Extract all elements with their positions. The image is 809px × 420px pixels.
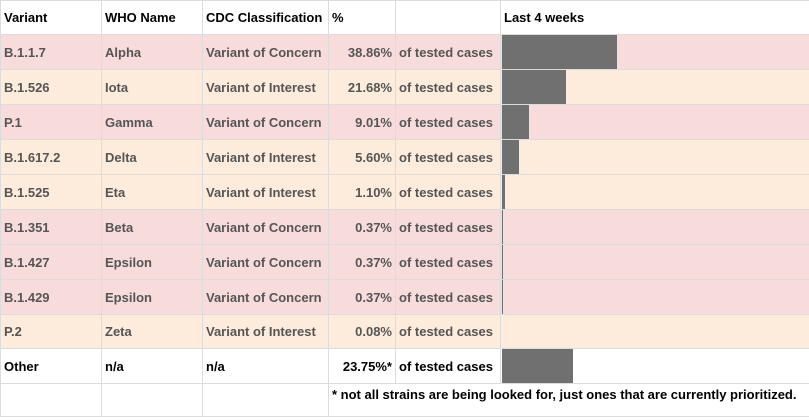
cell-who-name: Iota — [101, 69, 203, 105]
cell-variant: P.2 — [0, 314, 102, 349]
table-header-row: Variant WHO Name CDC Classification % La… — [0, 0, 809, 35]
cell-variant: B.1.525 — [0, 174, 102, 210]
table-row: B.1.429 Epsilon Variant of Concern 0.37% of … — [0, 279, 809, 315]
cell-who-name: Alpha — [101, 34, 203, 70]
table-row: B.1.525 Eta Variant of Interest 1.10% of tes… — [0, 174, 809, 210]
cell-variant: B.1.617.2 — [0, 139, 102, 175]
cell-trend — [500, 348, 809, 384]
cell-who-name: Epsilon — [101, 244, 203, 280]
cell-unit: of tested cases — [395, 104, 501, 140]
trend-bar — [502, 105, 529, 139]
cell-who-name: Eta — [101, 174, 203, 210]
cell-trend — [500, 69, 809, 105]
cell-unit: of tested cases — [395, 279, 501, 315]
cell-cdc-classification: Variant of Interest — [202, 139, 329, 175]
cell-who-name: Delta — [101, 139, 203, 175]
table-row: B.1.351 Beta Variant of Concern 0.37% of tes… — [0, 209, 809, 245]
cell-trend — [500, 314, 809, 349]
cell-who-name: Gamma — [101, 104, 203, 140]
cell-variant: B.1.526 — [0, 69, 102, 105]
cell-percent: 5.60% — [328, 139, 396, 175]
header-who-name: WHO Name — [101, 0, 203, 35]
cell-variant: B.1.351 — [0, 209, 102, 245]
cell-unit: of tested cases — [395, 174, 501, 210]
cell-percent: 23.75%* — [328, 348, 396, 384]
header-cdc-classification: CDC Classification — [202, 0, 329, 35]
trend-bar — [502, 349, 573, 383]
cell-variant: Other — [0, 348, 102, 384]
cell-cdc-classification: Variant of Interest — [202, 174, 329, 210]
cell-variant: B.1.1.7 — [0, 34, 102, 70]
header-last-4-weeks: Last 4 weeks — [500, 0, 809, 35]
empty-cell — [101, 383, 203, 417]
cell-unit: of tested cases — [395, 209, 501, 245]
cell-cdc-classification: Variant of Concern — [202, 104, 329, 140]
header-percent: % — [328, 0, 396, 35]
cell-trend — [500, 279, 809, 315]
cell-trend — [500, 174, 809, 210]
table-row-other: Other n/a n/a 23.75%* of tested cases — [0, 348, 809, 384]
cell-percent: 38.86% — [328, 34, 396, 70]
cell-trend — [500, 244, 809, 280]
trend-bar — [502, 140, 519, 174]
cell-percent: 1.10% — [328, 174, 396, 210]
empty-cell — [0, 383, 102, 417]
cell-cdc-classification: Variant of Concern — [202, 34, 329, 70]
table-row: B.1.526 Iota Variant of Interest 21.68% of t… — [0, 69, 809, 105]
cell-cdc-classification: Variant of Interest — [202, 314, 329, 349]
header-unit — [395, 0, 501, 35]
cell-cdc-classification: n/a — [202, 348, 329, 384]
footer-row: * not all strains are being looked for, … — [0, 383, 809, 417]
cell-trend — [500, 34, 809, 70]
cell-cdc-classification: Variant of Concern — [202, 244, 329, 280]
cell-variant: P.1 — [0, 104, 102, 140]
cell-percent: 0.37% — [328, 244, 396, 280]
cell-unit: of tested cases — [395, 348, 501, 384]
cell-variant: B.1.427 — [0, 244, 102, 280]
cell-percent: 9.01% — [328, 104, 396, 140]
cell-percent: 21.68% — [328, 69, 396, 105]
cell-unit: of tested cases — [395, 34, 501, 70]
cell-unit: of tested cases — [395, 244, 501, 280]
cell-who-name: Epsilon — [101, 279, 203, 315]
cell-cdc-classification: Variant of Interest — [202, 69, 329, 105]
cell-unit: of tested cases — [395, 314, 501, 349]
trend-bar — [502, 210, 503, 244]
trend-bar — [502, 70, 566, 104]
trend-bar — [502, 175, 505, 209]
trend-bar — [502, 280, 503, 314]
cell-cdc-classification: Variant of Concern — [202, 209, 329, 245]
cell-trend — [500, 139, 809, 175]
cell-variant: B.1.429 — [0, 279, 102, 315]
cell-who-name: n/a — [101, 348, 203, 384]
cell-percent: 0.37% — [328, 279, 396, 315]
header-variant: Variant — [0, 0, 102, 35]
cell-unit: of tested cases — [395, 69, 501, 105]
cell-percent: 0.37% — [328, 209, 396, 245]
empty-cell — [202, 383, 329, 417]
cell-who-name: Beta — [101, 209, 203, 245]
cell-percent: 0.08% — [328, 314, 396, 349]
cell-trend — [500, 209, 809, 245]
table-row: B.1.427 Epsilon Variant of Concern 0.37% of … — [0, 244, 809, 280]
table-row: B.1.1.7 Alpha Variant of Concern 38.86% of t… — [0, 34, 809, 70]
table-row: B.1.617.2 Delta Variant of Interest 5.60% of… — [0, 139, 809, 175]
table-row: P.1 Gamma Variant of Concern 9.01% of tested… — [0, 104, 809, 140]
table-row: P.2 Zeta Variant of Interest 0.08% of tested… — [0, 314, 809, 349]
trend-bar — [502, 35, 617, 69]
cell-trend — [500, 104, 809, 140]
cell-unit: of tested cases — [395, 139, 501, 175]
cell-cdc-classification: Variant of Concern — [202, 279, 329, 315]
cell-who-name: Zeta — [101, 314, 203, 349]
trend-bar — [502, 245, 503, 279]
footnote: * not all strains are being looked for, … — [328, 383, 809, 417]
